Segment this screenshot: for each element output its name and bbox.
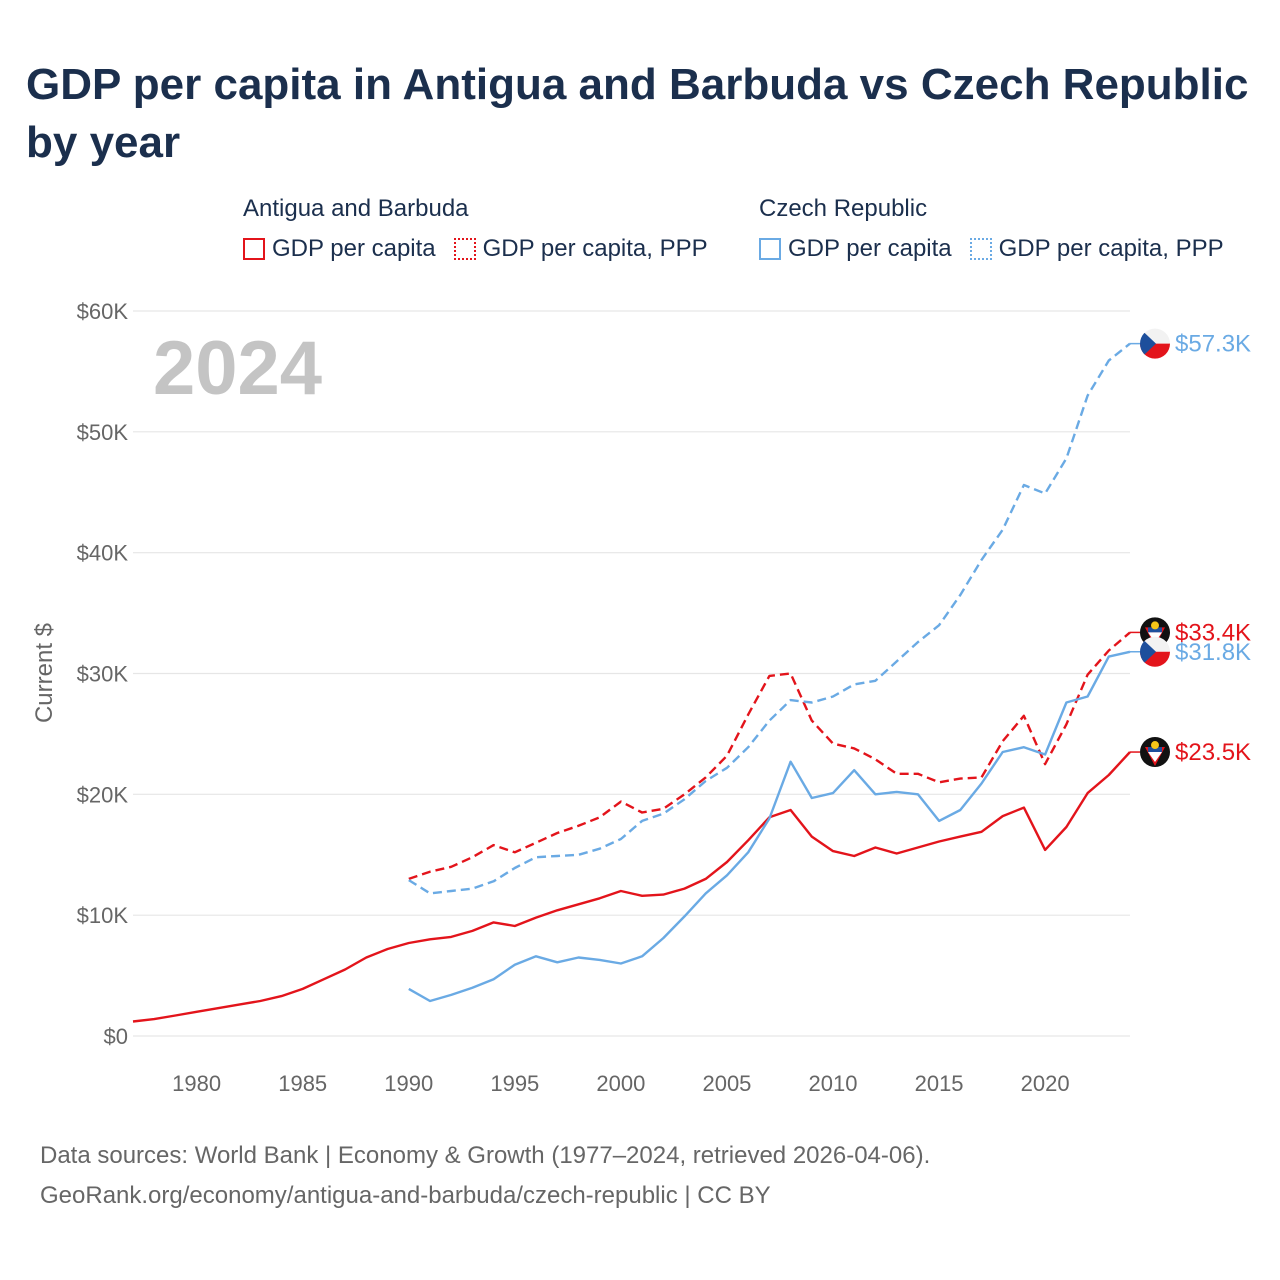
y-tick-label: $30K [77,662,129,687]
legend-group-czech: Czech Republic GDP per capita GDP per ca… [759,194,1224,264]
legend-item-label: GDP per capita [272,235,436,262]
x-tick-label: 1990 [384,1071,433,1096]
y-axis-label: Current $ [31,623,58,723]
legend-item-label: GDP per capita, PPP [998,235,1224,262]
antigua-flag-icon [1140,737,1170,768]
x-tick-label: 2020 [1021,1071,1070,1096]
x-axis-ticks: 1980 1985 1990 1995 2000 2005 2010 2015 2020 [172,1071,1069,1096]
end-value-label: $31.8K [1175,639,1251,666]
legend-group-title: Czech Republic [759,195,928,222]
legend-item-label: GDP per capita [788,235,952,262]
x-tick-label: 1985 [278,1071,327,1096]
x-tick-label: 2000 [596,1071,645,1096]
legend-swatch-solid [243,238,265,260]
y-tick-label: $60K [77,299,129,324]
x-tick-label: 2010 [809,1071,858,1096]
y-tick-label: $50K [77,420,129,445]
series-line-0 [132,751,1131,1023]
x-tick-label: 2015 [915,1071,964,1096]
y-tick-label: $10K [77,903,129,928]
y-tick-label: $40K [77,541,129,566]
end-value-label: $57.3K [1175,331,1251,358]
legend-swatch-solid [759,238,781,260]
x-tick-label: 2005 [702,1071,751,1096]
x-tick-label: 1995 [490,1071,539,1096]
y-axis-ticks: $0 $10K $20K $30K $40K $50K $60K [77,299,129,1049]
series-lines [132,342,1131,1023]
footer: Data sources: World Bank | Economy & Gro… [40,1136,930,1216]
end-value-label: $33.4K [1175,619,1251,646]
series-line-2 [408,650,1131,1003]
legend-item-label: GDP per capita, PPP [482,235,708,262]
czech-flag-icon [1140,328,1170,359]
legend-item-antigua-gdp[interactable]: GDP per capita [243,234,436,264]
legend-group-title: Antigua and Barbuda [243,195,469,222]
end-value-label: $23.5K [1175,739,1251,766]
series-line-1 [408,631,1131,881]
end-markers: $23.5K $33.4K$31.8K $57.3K [1130,328,1251,768]
legend-item-czech-gdp[interactable]: GDP per capita [759,234,952,264]
y-tick-label: $0 [104,1024,128,1049]
legend-item-czech-gdp-ppp[interactable]: GDP per capita, PPP [969,234,1224,264]
legend-swatch-dotted [969,238,992,260]
footer-sources: Data sources: World Bank | Economy & Gro… [40,1142,931,1169]
legend-swatch-dotted [453,238,476,260]
gridlines [133,310,1130,1037]
czech-flag-icon [1140,636,1170,667]
series-line-3 [408,342,1131,895]
legend-item-antigua-gdp-ppp[interactable]: GDP per capita, PPP [453,234,708,264]
year-watermark: 2024 [153,326,322,411]
chart-title: GDP per capita in Antigua and Barbuda vs… [26,60,1249,167]
y-tick-label: $20K [77,782,129,807]
legend-group-antigua: Antigua and Barbuda GDP per capita GDP p… [243,194,708,264]
x-tick-label: 1980 [172,1071,221,1096]
footer-link[interactable]: GeoRank.org/economy/antigua-and-barbuda/… [40,1182,771,1209]
